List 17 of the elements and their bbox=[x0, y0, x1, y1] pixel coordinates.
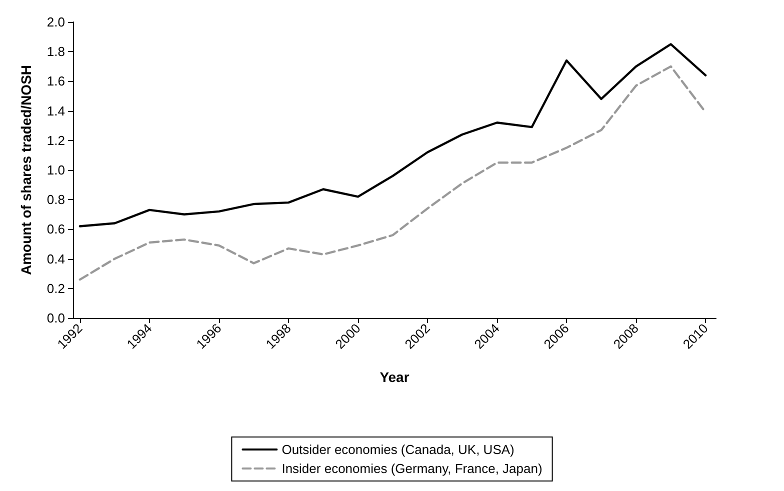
line-series bbox=[78, 43, 707, 228]
y-tick-label: 1.2 bbox=[46, 132, 65, 148]
y-tick-label: 0.0 bbox=[46, 310, 65, 326]
y-tick-label: 0.2 bbox=[46, 280, 65, 296]
y-tick-label: 1.6 bbox=[46, 74, 65, 89]
y-tick-label: 1.8 bbox=[46, 44, 65, 60]
y-tick-label: 1.0 bbox=[46, 162, 65, 178]
y-tick-label: 0.6 bbox=[46, 222, 65, 237]
legend-label: Outsider economies (Canada, UK, USA) bbox=[282, 442, 514, 457]
legend-label: Insider economies (Germany, France, Japan) bbox=[282, 461, 542, 476]
x-axis-title: Year bbox=[380, 369, 410, 385]
y-tick-label: 0.4 bbox=[46, 251, 65, 266]
line-series bbox=[78, 65, 707, 281]
y-tick-label: 1.4 bbox=[46, 103, 65, 118]
y-axis-title: Amount of shares traded/NOSH bbox=[18, 64, 34, 276]
y-tick-label: 2.0 bbox=[46, 14, 65, 30]
y-tick-label: 0.8 bbox=[46, 192, 65, 208]
